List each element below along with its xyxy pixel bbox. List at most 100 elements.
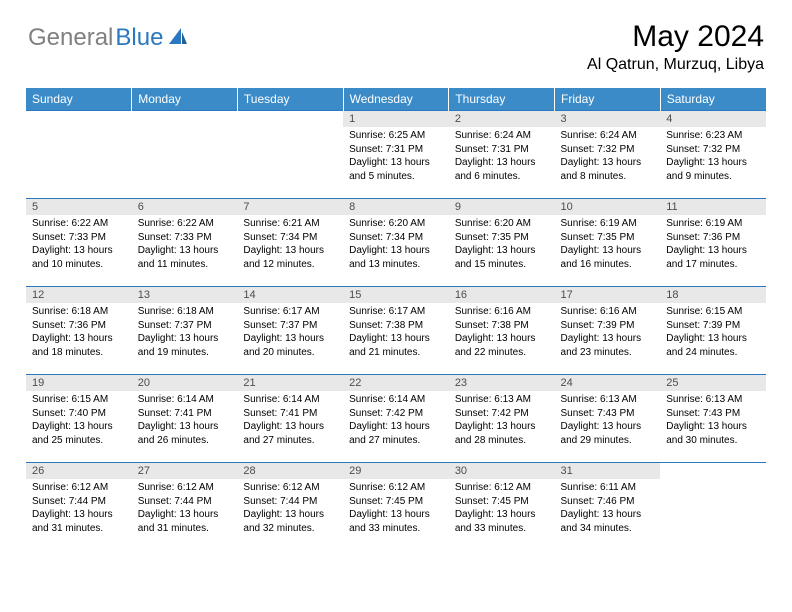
daylight: Daylight: 13 hours and 17 minutes. xyxy=(666,244,760,271)
day-content: Sunrise: 6:22 AMSunset: 7:33 PMDaylight:… xyxy=(132,215,238,275)
sunset: Sunset: 7:33 PM xyxy=(32,231,126,245)
day-content: Sunrise: 6:24 AMSunset: 7:32 PMDaylight:… xyxy=(555,127,661,187)
sunset: Sunset: 7:38 PM xyxy=(455,319,549,333)
day-number: 20 xyxy=(132,375,238,391)
weekday-header: Friday xyxy=(555,88,661,111)
title-block: May 2024 Al Qatrun, Murzuq, Libya xyxy=(587,20,764,74)
calendar-day: 1Sunrise: 6:25 AMSunset: 7:31 PMDaylight… xyxy=(343,111,449,199)
day-number: 22 xyxy=(343,375,449,391)
daylight: Daylight: 13 hours and 27 minutes. xyxy=(243,420,337,447)
day-content: Sunrise: 6:12 AMSunset: 7:44 PMDaylight:… xyxy=(237,479,343,539)
daylight: Daylight: 13 hours and 15 minutes. xyxy=(455,244,549,271)
calendar-body: 1Sunrise: 6:25 AMSunset: 7:31 PMDaylight… xyxy=(26,111,766,551)
calendar-day xyxy=(26,111,132,199)
calendar-day: 26Sunrise: 6:12 AMSunset: 7:44 PMDayligh… xyxy=(26,463,132,551)
day-number: 27 xyxy=(132,463,238,479)
day-number: 5 xyxy=(26,199,132,215)
sunrise: Sunrise: 6:11 AM xyxy=(561,481,655,495)
daylight: Daylight: 13 hours and 21 minutes. xyxy=(349,332,443,359)
day-content: Sunrise: 6:18 AMSunset: 7:37 PMDaylight:… xyxy=(132,303,238,363)
sunset: Sunset: 7:45 PM xyxy=(455,495,549,509)
calendar-day: 18Sunrise: 6:15 AMSunset: 7:39 PMDayligh… xyxy=(660,287,766,375)
sunrise: Sunrise: 6:21 AM xyxy=(243,217,337,231)
calendar-day: 4Sunrise: 6:23 AMSunset: 7:32 PMDaylight… xyxy=(660,111,766,199)
day-content: Sunrise: 6:19 AMSunset: 7:35 PMDaylight:… xyxy=(555,215,661,275)
day-number: 1 xyxy=(343,111,449,127)
daylight: Daylight: 13 hours and 31 minutes. xyxy=(32,508,126,535)
day-content: Sunrise: 6:21 AMSunset: 7:34 PMDaylight:… xyxy=(237,215,343,275)
daylight: Daylight: 13 hours and 22 minutes. xyxy=(455,332,549,359)
sunset: Sunset: 7:45 PM xyxy=(349,495,443,509)
sunset: Sunset: 7:41 PM xyxy=(138,407,232,421)
calendar-week: 5Sunrise: 6:22 AMSunset: 7:33 PMDaylight… xyxy=(26,199,766,287)
calendar-week: 12Sunrise: 6:18 AMSunset: 7:36 PMDayligh… xyxy=(26,287,766,375)
sunset: Sunset: 7:35 PM xyxy=(455,231,549,245)
weekday-header: Saturday xyxy=(660,88,766,111)
calendar-day: 19Sunrise: 6:15 AMSunset: 7:40 PMDayligh… xyxy=(26,375,132,463)
sunrise: Sunrise: 6:23 AM xyxy=(666,129,760,143)
day-content: Sunrise: 6:14 AMSunset: 7:41 PMDaylight:… xyxy=(132,391,238,451)
daylight: Daylight: 13 hours and 27 minutes. xyxy=(349,420,443,447)
sunset: Sunset: 7:33 PM xyxy=(138,231,232,245)
calendar-day xyxy=(237,111,343,199)
calendar-day: 5Sunrise: 6:22 AMSunset: 7:33 PMDaylight… xyxy=(26,199,132,287)
day-number: 26 xyxy=(26,463,132,479)
weekday-header: Wednesday xyxy=(343,88,449,111)
sunset: Sunset: 7:37 PM xyxy=(138,319,232,333)
calendar-day xyxy=(132,111,238,199)
day-content: Sunrise: 6:13 AMSunset: 7:43 PMDaylight:… xyxy=(555,391,661,451)
day-number: 4 xyxy=(660,111,766,127)
day-content: Sunrise: 6:19 AMSunset: 7:36 PMDaylight:… xyxy=(660,215,766,275)
sunrise: Sunrise: 6:12 AM xyxy=(243,481,337,495)
weekday-header: Sunday xyxy=(26,88,132,111)
day-content: Sunrise: 6:20 AMSunset: 7:34 PMDaylight:… xyxy=(343,215,449,275)
day-content: Sunrise: 6:24 AMSunset: 7:31 PMDaylight:… xyxy=(449,127,555,187)
sunset: Sunset: 7:44 PM xyxy=(243,495,337,509)
sunset: Sunset: 7:43 PM xyxy=(561,407,655,421)
sunset: Sunset: 7:39 PM xyxy=(561,319,655,333)
calendar-table: SundayMondayTuesdayWednesdayThursdayFrid… xyxy=(26,88,766,551)
daylight: Daylight: 13 hours and 28 minutes. xyxy=(455,420,549,447)
calendar-day: 3Sunrise: 6:24 AMSunset: 7:32 PMDaylight… xyxy=(555,111,661,199)
day-number: 6 xyxy=(132,199,238,215)
daylight: Daylight: 13 hours and 19 minutes. xyxy=(138,332,232,359)
sunrise: Sunrise: 6:16 AM xyxy=(455,305,549,319)
day-content: Sunrise: 6:12 AMSunset: 7:45 PMDaylight:… xyxy=(343,479,449,539)
sunset: Sunset: 7:44 PM xyxy=(138,495,232,509)
sunrise: Sunrise: 6:24 AM xyxy=(561,129,655,143)
calendar-day: 30Sunrise: 6:12 AMSunset: 7:45 PMDayligh… xyxy=(449,463,555,551)
day-number: 3 xyxy=(555,111,661,127)
sunrise: Sunrise: 6:13 AM xyxy=(455,393,549,407)
sunset: Sunset: 7:39 PM xyxy=(666,319,760,333)
day-number: 18 xyxy=(660,287,766,303)
calendar-week: 1Sunrise: 6:25 AMSunset: 7:31 PMDaylight… xyxy=(26,111,766,199)
sunrise: Sunrise: 6:12 AM xyxy=(455,481,549,495)
daylight: Daylight: 13 hours and 16 minutes. xyxy=(561,244,655,271)
sunset: Sunset: 7:36 PM xyxy=(666,231,760,245)
day-number: 24 xyxy=(555,375,661,391)
sunrise: Sunrise: 6:13 AM xyxy=(561,393,655,407)
calendar-day: 21Sunrise: 6:14 AMSunset: 7:41 PMDayligh… xyxy=(237,375,343,463)
daylight: Daylight: 13 hours and 10 minutes. xyxy=(32,244,126,271)
calendar-day: 28Sunrise: 6:12 AMSunset: 7:44 PMDayligh… xyxy=(237,463,343,551)
daylight: Daylight: 13 hours and 31 minutes. xyxy=(138,508,232,535)
sunrise: Sunrise: 6:13 AM xyxy=(666,393,760,407)
sunrise: Sunrise: 6:12 AM xyxy=(349,481,443,495)
daylight: Daylight: 13 hours and 9 minutes. xyxy=(666,156,760,183)
sunset: Sunset: 7:31 PM xyxy=(455,143,549,157)
sunset: Sunset: 7:46 PM xyxy=(561,495,655,509)
daylight: Daylight: 13 hours and 32 minutes. xyxy=(243,508,337,535)
header: GeneralBlue May 2024 Al Qatrun, Murzuq, … xyxy=(0,0,792,82)
day-number: 2 xyxy=(449,111,555,127)
day-number: 25 xyxy=(660,375,766,391)
calendar-day: 29Sunrise: 6:12 AMSunset: 7:45 PMDayligh… xyxy=(343,463,449,551)
sunset: Sunset: 7:42 PM xyxy=(455,407,549,421)
sunset: Sunset: 7:36 PM xyxy=(32,319,126,333)
sunset: Sunset: 7:44 PM xyxy=(32,495,126,509)
day-content: Sunrise: 6:17 AMSunset: 7:38 PMDaylight:… xyxy=(343,303,449,363)
daylight: Daylight: 13 hours and 13 minutes. xyxy=(349,244,443,271)
day-content: Sunrise: 6:20 AMSunset: 7:35 PMDaylight:… xyxy=(449,215,555,275)
daylight: Daylight: 13 hours and 33 minutes. xyxy=(455,508,549,535)
calendar-day: 24Sunrise: 6:13 AMSunset: 7:43 PMDayligh… xyxy=(555,375,661,463)
day-number: 14 xyxy=(237,287,343,303)
